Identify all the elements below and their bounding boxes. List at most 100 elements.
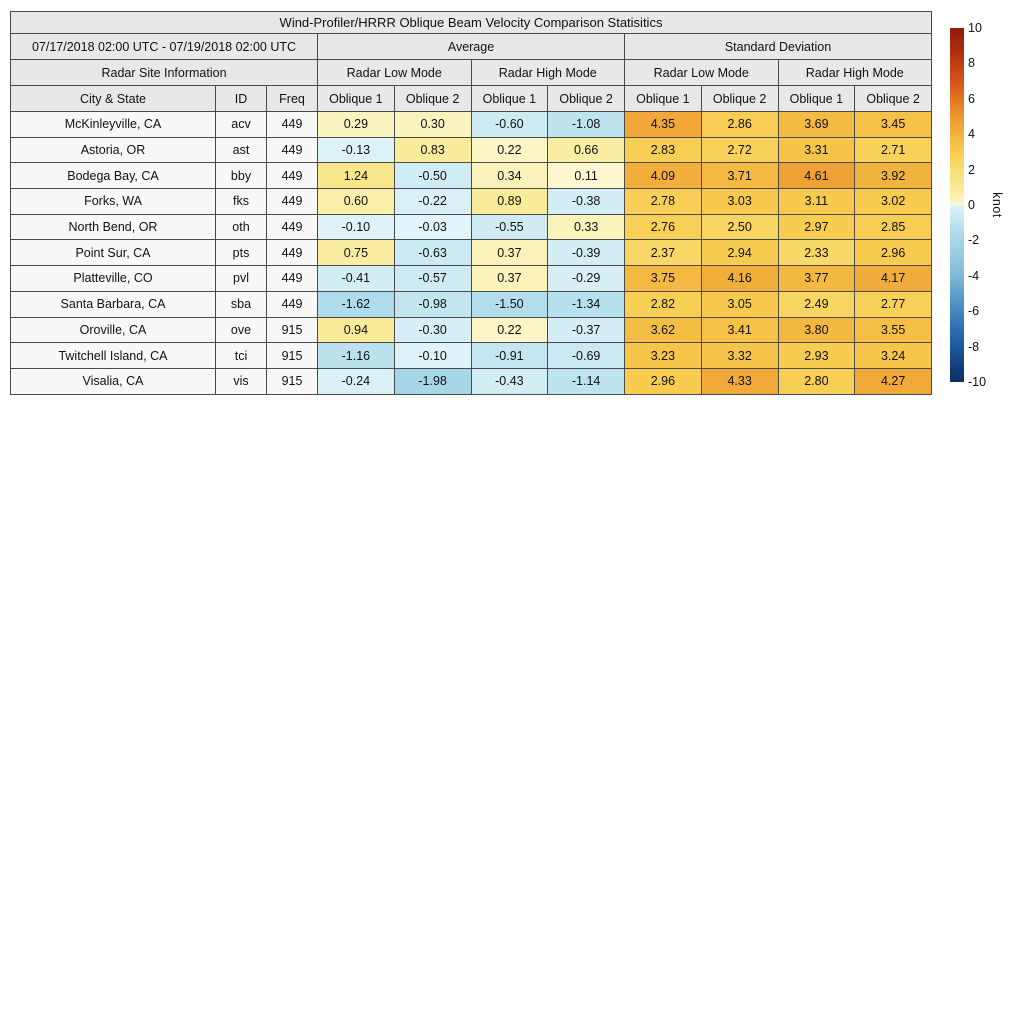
value-cell: -1.16 — [317, 342, 395, 369]
value-cell: -0.69 — [547, 342, 625, 369]
id-cell: ast — [215, 136, 267, 164]
value-cell: 3.05 — [700, 290, 779, 318]
value-cell: 0.83 — [393, 136, 472, 164]
value-cell: -0.91 — [470, 342, 549, 369]
freq-cell: 449 — [266, 290, 318, 318]
value-cell: 4.17 — [854, 265, 932, 292]
value-cell: 2.76 — [624, 213, 702, 241]
city-cell: Visalia, CA — [10, 367, 216, 395]
value-cell: 2.72 — [700, 136, 779, 164]
value-cell: -0.98 — [393, 290, 472, 318]
value-cell: -0.24 — [317, 367, 395, 395]
value-cell: 0.75 — [317, 239, 395, 267]
value-cell: 3.24 — [854, 342, 932, 369]
column-header: Oblique 1 — [470, 85, 549, 112]
mode-header: Radar High Mode — [470, 59, 625, 86]
value-cell: -0.37 — [547, 316, 625, 344]
colorbar-tick-label: -8 — [968, 339, 980, 354]
value-cell: -0.57 — [393, 265, 472, 292]
table-row: McKinleyville, CA acv 449 0.29 0.30 -0.60 -1.0… — [10, 111, 932, 138]
colorbar-tick-label: -10 — [968, 374, 987, 389]
column-header: Freq — [266, 85, 318, 112]
value-cell: -0.13 — [317, 136, 395, 164]
value-cell: 3.11 — [777, 188, 856, 215]
table-row: Twitchell Island, CA tci 915 -1.16 -0.10 -0.9… — [10, 342, 932, 369]
freq-cell: 915 — [266, 367, 318, 395]
column-header: ID — [215, 85, 267, 112]
value-cell: 2.80 — [777, 367, 856, 395]
value-cell: 2.49 — [777, 290, 856, 318]
value-cell: -0.63 — [393, 239, 472, 267]
colorbar-tick-label: 6 — [968, 91, 975, 106]
mode-header-row: Radar Site Information Radar Low Mode Ra… — [10, 59, 932, 86]
value-cell: 3.41 — [700, 316, 779, 344]
colorbar-tick-label: 4 — [968, 126, 975, 141]
value-cell: 4.27 — [854, 367, 932, 395]
table-title: Wind-Profiler/HRRR Oblique Beam Velocity… — [10, 11, 932, 34]
value-cell: 0.30 — [393, 111, 472, 138]
city-cell: North Bend, OR — [10, 213, 216, 241]
value-cell: -0.39 — [547, 239, 625, 267]
mode-header: Radar Low Mode — [624, 59, 779, 86]
id-cell: vis — [215, 367, 267, 395]
column-header-row: City & State ID Freq Oblique 1 Oblique 2… — [10, 85, 932, 112]
colorbar-gradient — [950, 28, 964, 382]
freq-cell: 449 — [266, 239, 318, 267]
value-cell: 3.02 — [854, 188, 932, 215]
title-row: Wind-Profiler/HRRR Oblique Beam Velocity… — [10, 11, 932, 34]
column-header: City & State — [10, 85, 216, 112]
value-cell: 2.97 — [777, 213, 856, 241]
value-cell: 0.34 — [470, 162, 549, 190]
colorbar-tick-label: 8 — [968, 56, 975, 71]
column-header: Oblique 1 — [624, 85, 702, 112]
value-cell: 3.32 — [700, 342, 779, 369]
value-cell: 3.69 — [777, 111, 856, 138]
value-cell: 0.11 — [547, 162, 625, 190]
table-row: Forks, WA fks 449 0.60 -0.22 0.89 -0.38 2.78 3.0… — [10, 188, 932, 215]
id-cell: tci — [215, 342, 267, 369]
id-cell: oth — [215, 213, 267, 241]
value-cell: 2.96 — [624, 367, 702, 395]
freq-cell: 915 — [266, 342, 318, 369]
value-cell: -0.43 — [470, 367, 549, 395]
colorbar-tick-label: -6 — [968, 303, 980, 318]
table-body: Wind-Profiler/HRRR Oblique Beam Velocity… — [10, 11, 932, 395]
column-header: Oblique 2 — [700, 85, 779, 112]
table-row: Santa Barbara, CA sba 449 -1.62 -0.98 -1.50 -1… — [10, 290, 932, 318]
table-row: Point Sur, CA pts 449 0.75 -0.63 0.37 -0.39 2.3… — [10, 239, 932, 267]
value-cell: 2.94 — [700, 239, 779, 267]
value-cell: 3.77 — [777, 265, 856, 292]
value-cell: -0.55 — [470, 213, 549, 241]
value-cell: 0.66 — [547, 136, 625, 164]
city-cell: Forks, WA — [10, 188, 216, 215]
freq-cell: 449 — [266, 188, 318, 215]
value-cell: 2.37 — [624, 239, 702, 267]
city-cell: Bodega Bay, CA — [10, 162, 216, 190]
colorbar-tick-label: -2 — [968, 233, 980, 248]
colorbar-tick-label: -4 — [968, 268, 980, 283]
column-header: Oblique 1 — [777, 85, 856, 112]
value-cell: 2.77 — [854, 290, 932, 318]
column-header: Oblique 1 — [317, 85, 395, 112]
value-cell: 3.62 — [624, 316, 702, 344]
colorbar-unit-label: knot — [990, 192, 1004, 218]
id-cell: sba — [215, 290, 267, 318]
average-header: Average — [317, 33, 625, 60]
city-cell: Santa Barbara, CA — [10, 290, 216, 318]
value-cell: -0.50 — [393, 162, 472, 190]
std-dev-header: Standard Deviation — [624, 33, 932, 60]
value-cell: 0.37 — [470, 239, 549, 267]
value-cell: 3.45 — [854, 111, 932, 138]
city-cell: Astoria, OR — [10, 136, 216, 164]
value-cell: 2.78 — [624, 188, 702, 215]
value-cell: -0.60 — [470, 111, 549, 138]
colorbar-tick-label: 2 — [968, 162, 975, 177]
value-cell: -0.41 — [317, 265, 395, 292]
value-cell: 3.71 — [700, 162, 779, 190]
value-cell: 0.33 — [547, 213, 625, 241]
value-cell: 4.35 — [624, 111, 702, 138]
value-cell: 3.75 — [624, 265, 702, 292]
value-cell: 2.85 — [854, 213, 932, 241]
value-cell: 1.24 — [317, 162, 395, 190]
value-cell: -0.22 — [393, 188, 472, 215]
